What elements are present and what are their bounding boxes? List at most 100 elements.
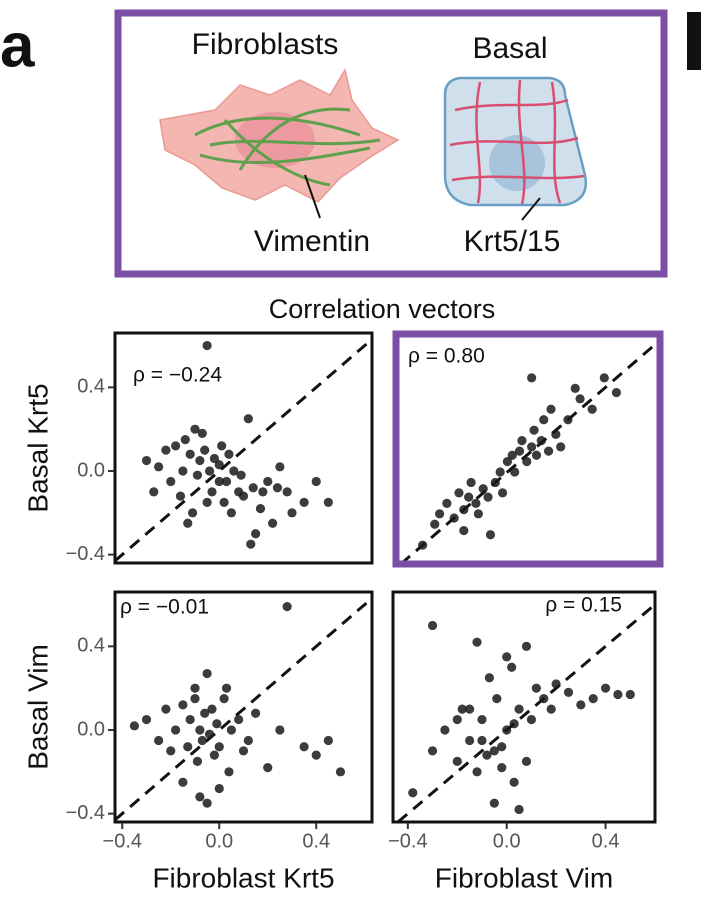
point [251,529,261,539]
illustration-label: Krt5/15 [464,225,561,258]
point [531,683,541,693]
point [546,704,556,714]
point [543,446,554,456]
point [497,742,507,752]
point [209,750,220,760]
point [149,487,159,497]
point [129,721,139,731]
point [197,428,207,438]
point [502,725,512,735]
plot-area [115,597,372,822]
point [507,662,517,672]
point [214,742,224,752]
y-tick-label: 0.0 [77,459,105,481]
point [408,788,418,798]
point [224,767,234,777]
x-tick-label: 0.0 [493,830,521,852]
point [497,488,508,498]
point [459,505,469,515]
annotation: ρ = −0.01 [120,596,209,619]
panel-label: a [0,11,35,80]
point [224,449,234,459]
identity-line [396,603,655,822]
y-axis-label: Basal Vim [22,644,53,770]
point [221,476,232,487]
point [625,689,635,700]
point [434,509,445,519]
panel-border [392,330,664,568]
illustration-title: Basal [472,32,547,65]
point [502,652,512,662]
point [154,462,164,472]
x-tick-label: 0.4 [302,830,330,852]
illustration-label: Vimentin [254,225,370,258]
point [178,466,188,476]
point [236,470,246,480]
point [217,441,227,451]
plot-area [399,339,660,564]
point [195,792,205,802]
point [492,694,502,704]
point [204,466,215,476]
panel-border [113,590,374,824]
point [570,383,580,393]
point [489,798,499,808]
point [418,540,428,550]
point [238,746,249,756]
point [454,488,464,498]
point [243,414,253,424]
point [509,777,519,787]
point [613,689,623,700]
point [226,725,236,735]
point [219,497,229,507]
point [195,455,205,466]
point [473,509,483,519]
figure-title: Correlation vectors [269,294,496,324]
y-tick-label: −0.4 [66,802,105,824]
point [611,387,622,398]
y-tick-label: −0.4 [66,543,105,565]
point [459,525,469,536]
point [442,498,452,508]
point [563,415,573,425]
point [536,436,546,446]
point [192,756,203,766]
identity-line [115,338,372,563]
point [282,487,292,497]
point [510,467,520,477]
point [514,804,524,815]
point [202,798,212,808]
point [546,404,556,414]
point [529,425,539,435]
illustration-title: Fibroblasts [192,28,339,61]
point [478,484,488,494]
fibroblast-nucleus [235,112,315,168]
point [556,442,566,452]
point [495,467,505,477]
point [522,456,532,467]
point [477,714,487,725]
point [449,513,459,523]
point [464,492,474,502]
point [190,683,200,693]
point [209,453,220,464]
point [457,704,467,714]
point [526,714,537,725]
x-axis-label: Fibroblast Krt5 [152,862,334,893]
point [299,497,309,507]
point [272,483,283,493]
point [183,518,193,528]
point [255,504,266,514]
point [171,725,181,735]
point [489,746,499,756]
point [551,679,561,689]
point [207,704,217,714]
point [187,508,198,518]
point [226,508,236,518]
point [234,714,244,725]
point [275,462,285,472]
x-tick-label: 0.4 [592,830,620,852]
point [263,476,273,487]
point [299,742,309,752]
